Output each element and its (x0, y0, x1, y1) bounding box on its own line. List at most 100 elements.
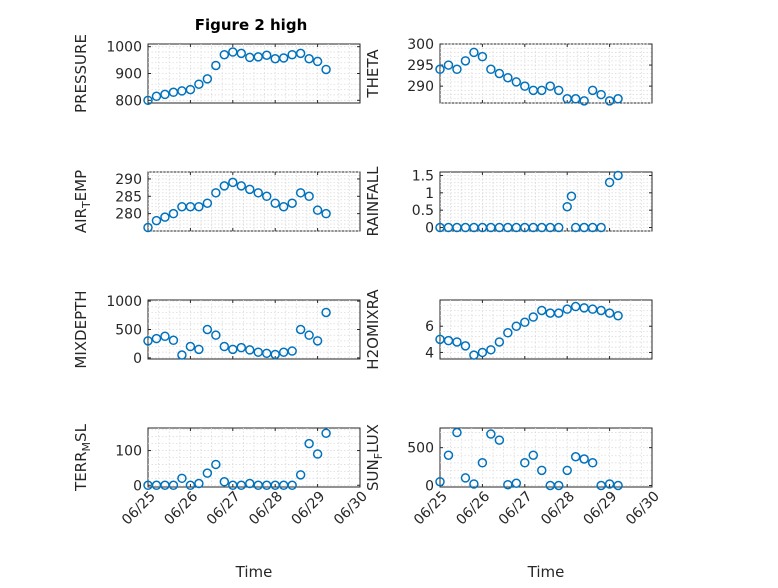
y-axis-label: TERRMSL (72, 423, 93, 492)
data-point (452, 427, 462, 438)
y-tick-label: 6 (425, 319, 434, 335)
data-point (443, 60, 454, 70)
data-point (596, 222, 606, 233)
data-point (194, 478, 204, 489)
data-point (168, 480, 179, 491)
data-point (553, 480, 564, 491)
data-point (261, 50, 272, 61)
data-point (596, 305, 606, 316)
data-point (168, 208, 179, 219)
x-tick-label: 06/29 (289, 489, 329, 529)
data-point (312, 336, 323, 346)
data-point (537, 465, 547, 476)
figure-title: Figure 2 high (195, 16, 308, 34)
data-point (520, 458, 530, 468)
x-tick-label: 06/27 (496, 489, 536, 529)
y-axis-label: RAINFALL (364, 166, 382, 237)
data-point (228, 177, 238, 188)
data-point (562, 465, 572, 476)
y-tick-label: 0 (425, 221, 434, 237)
data-point (528, 312, 539, 322)
data-point (486, 429, 496, 439)
y-tick-label: 290 (115, 172, 142, 188)
x-tick-label: 06/26 (161, 488, 201, 528)
y-tick-label: 0 (133, 478, 142, 494)
subplot-6: 4 6 H2OMIXRA (364, 289, 653, 370)
data-point (160, 212, 170, 222)
data-point (460, 473, 471, 483)
data-point (143, 95, 153, 106)
data-point (477, 347, 488, 358)
data-point (570, 451, 581, 462)
data-point (304, 191, 314, 202)
data-point (304, 438, 314, 449)
data-point (143, 336, 153, 346)
data-point (211, 330, 221, 340)
subplot-1: 800 900 1000 PRESSURE (72, 34, 361, 113)
data-point (503, 328, 513, 338)
data-point (553, 85, 564, 96)
data-point (321, 208, 331, 219)
data-point (253, 188, 263, 198)
data-point (236, 342, 247, 353)
y-axis-label: H2OMIXRA (364, 289, 382, 370)
data-point (287, 198, 297, 208)
data-point (613, 94, 623, 104)
data-point (312, 205, 323, 215)
data-point (245, 184, 255, 195)
data-point (613, 480, 623, 491)
data-point (566, 191, 577, 202)
y-axis-label: THETA (364, 49, 382, 99)
data-point (435, 64, 445, 75)
data-point (270, 349, 280, 360)
data-point (562, 304, 572, 314)
data-point (469, 479, 479, 489)
data-point (494, 68, 505, 79)
data-point (194, 79, 204, 89)
x-tick-label: 06/25 (119, 489, 159, 529)
data-point (202, 468, 213, 478)
y-tick-label: 1 (425, 186, 434, 202)
data-point (537, 85, 547, 96)
subplot-5: 0 500 1000 MIXDEPTH (72, 290, 361, 369)
data-point (211, 60, 221, 71)
data-point (511, 478, 522, 488)
data-point (151, 215, 162, 226)
data-point (587, 458, 598, 468)
data-point (253, 52, 263, 62)
x-tick-label: 06/26 (453, 488, 493, 528)
data-point (185, 480, 196, 491)
data-point (295, 324, 306, 335)
y-tick-label: 1000 (106, 40, 142, 56)
data-point (579, 454, 589, 464)
data-point (443, 450, 454, 460)
data-point (312, 56, 323, 67)
data-point (295, 48, 306, 59)
data-point (321, 428, 331, 438)
data-point (511, 321, 522, 331)
data-point (219, 49, 230, 60)
data-point (202, 324, 213, 335)
data-point (219, 341, 230, 352)
x-tick-label: 06/28 (246, 489, 286, 529)
x-tick-label: 06/28 (538, 489, 578, 529)
data-point (596, 89, 606, 100)
data-point (295, 188, 306, 198)
data-point (270, 198, 280, 208)
data-point (486, 345, 496, 355)
x-tick-label: 06/27 (204, 489, 244, 529)
data-point (177, 473, 187, 484)
y-tick-label: 290 (407, 79, 434, 95)
data-point (553, 308, 564, 318)
data-point (520, 81, 530, 91)
data-point (604, 96, 615, 106)
subplot-7: 0 100 06/25 06/26 06/27 06/28 06/29 06/30 TERRMS… (72, 423, 371, 581)
subplot-2: 290 295 300 THETA (364, 37, 653, 106)
data-point (460, 56, 471, 66)
data-point (236, 480, 247, 491)
data-point (151, 333, 162, 344)
data-point (494, 435, 505, 445)
data-point (435, 476, 445, 487)
x-axis-label: Time (235, 563, 273, 581)
